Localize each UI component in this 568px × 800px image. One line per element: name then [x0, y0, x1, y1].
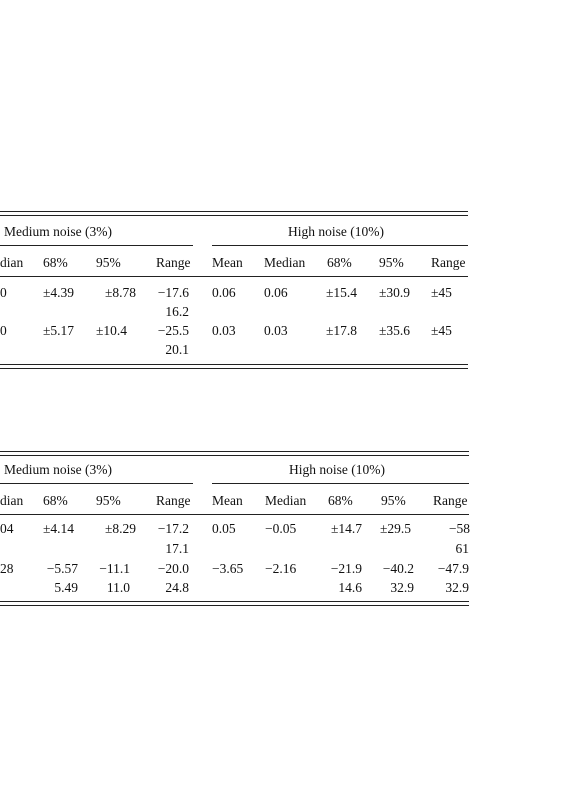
table-cell: 14.6: [338, 580, 362, 595]
group-rule: [0, 483, 193, 484]
column-header-95: 95%: [379, 255, 404, 270]
top-rule: [0, 455, 469, 456]
column-header-68: 68%: [43, 255, 68, 270]
table-cell: 32.9: [445, 580, 469, 595]
table-cell: 0.05: [212, 521, 236, 536]
column-header-range: Range: [156, 493, 191, 508]
table-cell: 04: [0, 521, 14, 536]
column-header-median: dian: [0, 493, 24, 508]
top-rule: [0, 451, 469, 452]
group-header-high-noise: High noise (10%): [288, 224, 384, 239]
column-header-68: 68%: [328, 493, 353, 508]
table-cell: 0.06: [212, 285, 236, 300]
table-cell: ±17.8: [326, 323, 358, 338]
table-cell: ±5.17: [43, 323, 75, 338]
top-rule: [0, 211, 468, 212]
group-header-high-noise: High noise (10%): [289, 462, 385, 477]
column-header-95: 95%: [96, 255, 121, 270]
table-cell: ±35.6: [379, 323, 411, 338]
column-header-range: Range: [431, 255, 466, 270]
table-cell: 0.03: [264, 323, 288, 338]
group-header-medium-noise: Medium noise (3%): [4, 462, 112, 477]
group-rule: [0, 245, 193, 246]
table-cell: 0: [0, 285, 7, 300]
table-cell: −17.2: [157, 521, 189, 536]
column-header-95: 95%: [96, 493, 121, 508]
table-cell: 11.0: [106, 580, 130, 595]
header-rule: [0, 276, 468, 277]
table-cell: −5.57: [46, 561, 78, 576]
table-cell: 0.06: [264, 285, 288, 300]
table-cell: −40.2: [382, 561, 414, 576]
column-header-median: Median: [264, 255, 306, 270]
table-cell: −0.05: [265, 521, 297, 536]
table-cell: 5.49: [54, 580, 78, 595]
bottom-rule: [0, 364, 468, 365]
table-cell: ±15.4: [326, 285, 358, 300]
table-cell: 32.9: [390, 580, 414, 595]
column-header-range: Range: [433, 493, 468, 508]
table-cell: ±45: [431, 285, 452, 300]
group-rule: [212, 245, 468, 246]
table-cell: −20.0: [157, 561, 189, 576]
group-header-medium-noise: Medium noise (3%): [4, 224, 112, 239]
column-header-68: 68%: [327, 255, 352, 270]
table-cell: ±29.5: [380, 521, 412, 536]
table-cell: ±10.4: [96, 323, 128, 338]
table-cell: −47.9: [437, 561, 469, 576]
column-header-68: 68%: [43, 493, 68, 508]
table-cell: 17.1: [165, 541, 189, 556]
table-cell: −3.65: [212, 561, 244, 576]
table-cell: 28: [0, 561, 14, 576]
column-header-mean: Mean: [212, 255, 243, 270]
table-cell: −17.6: [157, 285, 189, 300]
table-cell: ±8.78: [104, 285, 136, 300]
bottom-rule: [0, 601, 469, 602]
table-cell: ±4.39: [43, 285, 75, 300]
header-rule: [0, 514, 469, 515]
table-cell: 20.1: [165, 342, 189, 357]
column-header-median: dian: [0, 255, 24, 270]
table-cell: 61: [455, 541, 470, 556]
table-cell: −2.16: [265, 561, 297, 576]
table-cell: 24.8: [165, 580, 189, 595]
table-cell: 0.03: [212, 323, 236, 338]
column-header-range: Range: [156, 255, 191, 270]
bottom-rule: [0, 605, 469, 606]
bottom-rule: [0, 368, 468, 369]
group-rule: [212, 483, 469, 484]
table-cell: ±30.9: [379, 285, 411, 300]
column-header-median: Median: [265, 493, 307, 508]
table-cell: −21.9: [330, 561, 362, 576]
table-cell: ±8.29: [104, 521, 136, 536]
table-cell: −11.1: [99, 561, 130, 576]
table-cell: −25.5: [157, 323, 189, 338]
column-header-95: 95%: [381, 493, 406, 508]
table-cell: ±14.7: [330, 521, 362, 536]
table-cell: −58: [448, 521, 470, 536]
column-header-mean: Mean: [212, 493, 243, 508]
top-rule: [0, 215, 468, 216]
table-cell: ±4.14: [43, 521, 75, 536]
table-cell: 16.2: [165, 304, 189, 319]
table-cell: ±45: [431, 323, 452, 338]
table-cell: 0: [0, 323, 7, 338]
